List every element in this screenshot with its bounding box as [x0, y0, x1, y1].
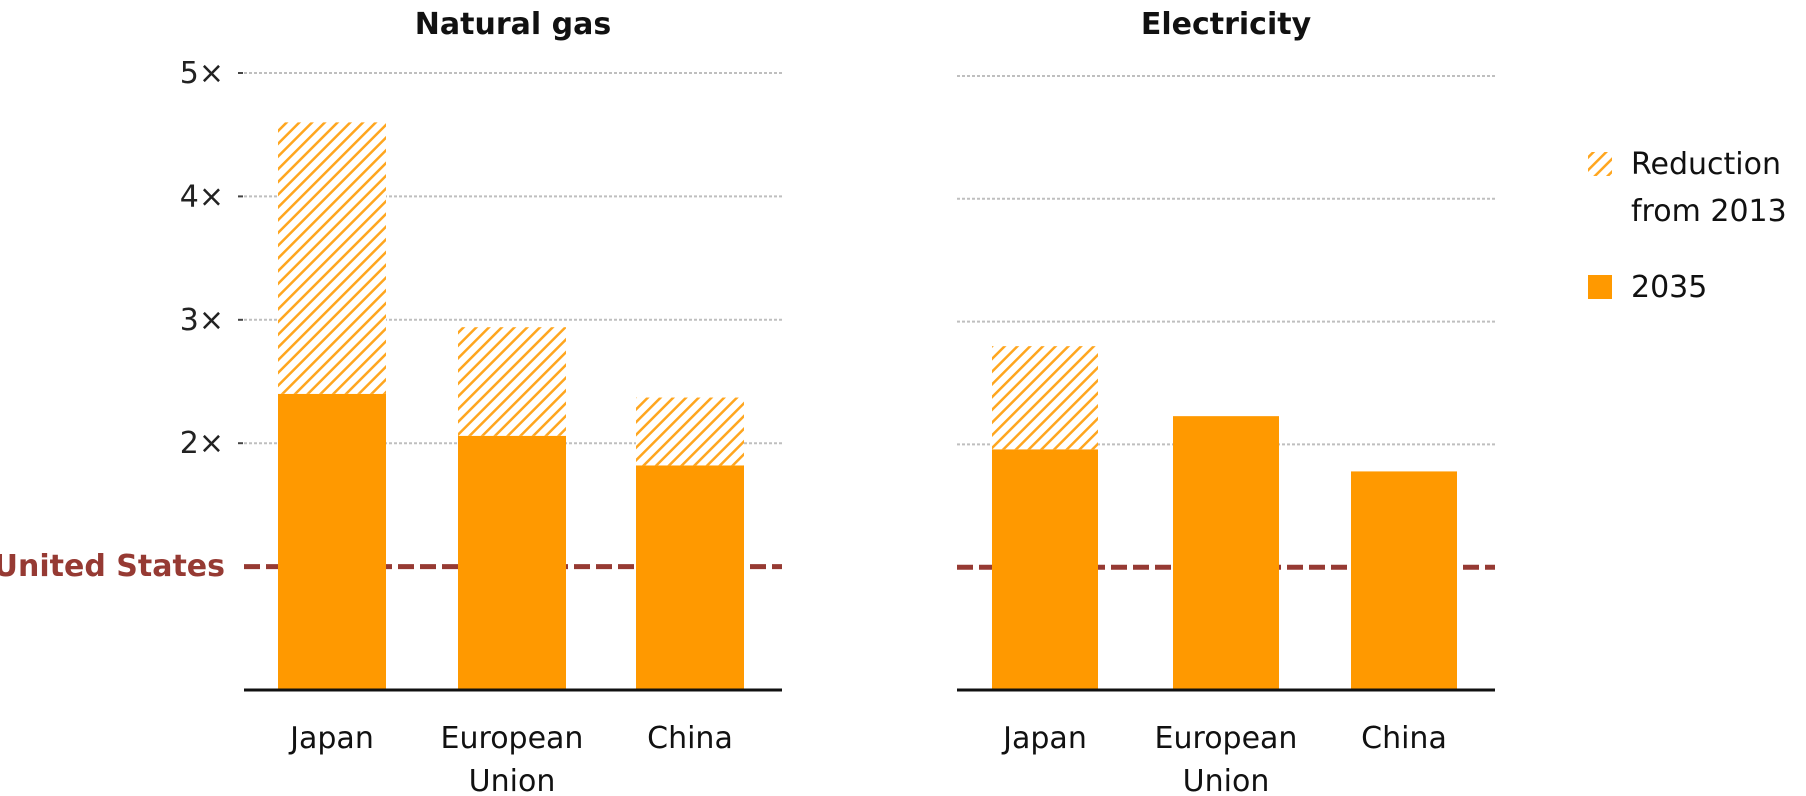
- category-label: European Union: [441, 721, 584, 796]
- chart-panel-0: Natural gas 2× 3× 4× 5× Japan European Union Chi…: [180, 7, 782, 796]
- legend-swatch-solid: [1588, 275, 1612, 299]
- y-tick-label: 3×: [180, 303, 224, 338]
- chart-title: Electricity: [1141, 7, 1312, 42]
- y-tick-label: 4×: [180, 179, 224, 214]
- bar-reduction-from-2013: [636, 397, 744, 466]
- chart-panel-1: Electricity Japan European Union China: [957, 7, 1495, 796]
- category-label: China: [1361, 721, 1447, 756]
- bar-2035: [278, 393, 386, 690]
- bar-2035: [1351, 471, 1457, 690]
- reference-label-united-states: United States: [0, 549, 225, 584]
- bar-reduction-from-2013: [458, 327, 566, 436]
- category-label: Japan: [288, 721, 374, 756]
- legend-label: Reduction from 2013: [1631, 147, 1787, 229]
- legend-swatch-hatched: [1588, 152, 1612, 176]
- bar-2035: [636, 465, 744, 690]
- y-tick-label: 2×: [180, 426, 224, 461]
- bar-2035: [458, 435, 566, 690]
- chart-title: Natural gas: [415, 7, 611, 42]
- category-label: Japan: [1001, 721, 1087, 756]
- legend: Reduction from 2013 2035: [1588, 147, 1787, 305]
- y-tick-label: 5×: [180, 56, 224, 91]
- category-label: China: [647, 721, 733, 756]
- bar-reduction-from-2013: [992, 346, 1098, 450]
- category-label: European Union: [1155, 721, 1298, 796]
- bar-2035: [1173, 416, 1279, 690]
- bar-reduction-from-2013: [278, 122, 386, 394]
- bar-2035: [992, 449, 1098, 690]
- legend-label: 2035: [1631, 270, 1707, 305]
